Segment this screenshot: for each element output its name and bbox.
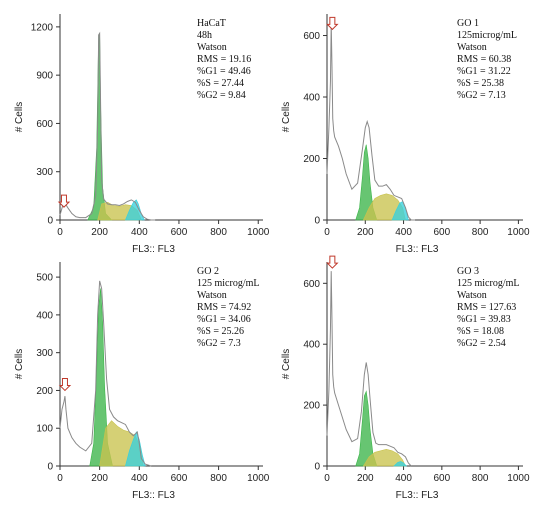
x-tick-label: 800: [472, 473, 489, 484]
x-tick-label: 800: [210, 473, 227, 484]
x-tick-label: 800: [472, 227, 489, 238]
x-tick-label: 200: [357, 227, 374, 238]
x-tick-label: 800: [210, 227, 227, 238]
annotation-line: %G2 = 9.84: [197, 90, 246, 101]
y-tick-label: 300: [36, 167, 53, 178]
annotation-line: Watson: [457, 290, 487, 301]
y-axis-label: # Cells: [14, 349, 25, 380]
annotation-line: Watson: [457, 42, 487, 53]
x-tick-label: 200: [357, 473, 374, 484]
y-axis-label: # Cells: [14, 102, 25, 133]
annotation-line: RMS = 74.92: [197, 302, 251, 313]
annotation-line: %G2 = 7.13: [457, 90, 506, 101]
peak-marker-arrow: [326, 255, 339, 269]
annotation-line: %G1 = 39.83: [457, 314, 511, 325]
x-tick-label: 600: [171, 227, 188, 238]
x-tick-label: 400: [395, 227, 412, 238]
x-tick-label: 600: [171, 473, 188, 484]
x-tick-label: 1000: [507, 473, 530, 484]
series-s-area: [362, 448, 406, 467]
x-tick-label: 0: [57, 473, 63, 484]
x-tick-label: 400: [131, 473, 148, 484]
y-tick-label: 400: [36, 310, 53, 321]
x-tick-label: 1000: [247, 473, 270, 484]
annotation-line: GO 1: [457, 18, 479, 29]
series-overlay-line: [326, 271, 412, 467]
y-tick-label: 0: [314, 462, 320, 473]
x-tick-label: 0: [324, 227, 330, 238]
x-axis-label: FL3:: FL3: [396, 490, 439, 501]
annotation-line: %G2 = 7.3: [197, 338, 241, 349]
y-tick-label: 600: [36, 119, 53, 130]
y-tick-label: 0: [314, 216, 320, 227]
x-tick-label: 200: [91, 227, 108, 238]
annotation-line: 125 microg/mL: [197, 278, 260, 289]
x-tick-label: 1000: [247, 227, 270, 238]
y-tick-label: 400: [303, 340, 320, 351]
y-tick-label: 300: [36, 348, 53, 359]
peak-marker-arrow: [57, 194, 71, 208]
annotation-line: GO 2: [197, 266, 219, 277]
annotation-line: Watson: [197, 290, 227, 301]
series-g2-area: [393, 461, 408, 467]
y-tick-label: 600: [303, 279, 320, 290]
annotation-line: %G1 = 34.06: [197, 314, 251, 325]
annotation-line: RMS = 19.16: [197, 54, 251, 65]
y-tick-label: 600: [303, 31, 320, 42]
x-tick-label: 600: [434, 473, 451, 484]
annotation-line: Watson: [197, 42, 227, 53]
y-tick-label: 900: [36, 71, 53, 82]
x-tick-label: 400: [395, 473, 412, 484]
y-tick-label: 100: [36, 424, 53, 435]
peak-marker-arrow: [58, 377, 72, 392]
annotation-line: 48h: [197, 30, 212, 41]
series-overlay-line: [59, 280, 152, 467]
peak-marker-arrow: [326, 16, 339, 31]
x-tick-label: 600: [434, 227, 451, 238]
y-tick-label: 500: [36, 273, 53, 284]
y-tick-label: 200: [36, 386, 53, 397]
series-overlay-line: [59, 31, 156, 221]
x-tick-label: 200: [91, 473, 108, 484]
annotation-line: RMS = 60.38: [457, 54, 511, 65]
y-tick-label: 0: [47, 216, 53, 227]
annotation-line: %S = 25.26: [197, 326, 244, 337]
x-tick-label: 0: [324, 473, 330, 484]
annotation-line: %S = 18.08: [457, 326, 504, 337]
x-tick-label: 0: [57, 227, 63, 238]
annotation-line: %G2 = 2.54: [457, 338, 506, 349]
series-overlay-line: [326, 23, 416, 221]
annotation-line: 125microg/mL: [457, 30, 517, 41]
x-axis-label: FL3:: FL3: [396, 244, 439, 255]
y-tick-label: 0: [47, 462, 53, 473]
annotation-line: RMS = 127.63: [457, 302, 516, 313]
y-axis-label: # Cells: [281, 349, 292, 380]
annotation-line: GO 3: [457, 266, 479, 277]
x-tick-label: 400: [131, 227, 148, 238]
x-axis-label: FL3:: FL3: [132, 490, 175, 501]
x-tick-label: 1000: [507, 227, 530, 238]
y-tick-label: 200: [303, 154, 320, 165]
y-tick-label: 400: [303, 93, 320, 104]
annotation-line: %S = 25.38: [457, 78, 504, 89]
annotation-line: %S = 27.44: [197, 78, 244, 89]
y-tick-label: 200: [303, 401, 320, 412]
annotation-line: %G1 = 31.22: [457, 66, 511, 77]
series-g2-area: [124, 199, 145, 221]
y-tick-label: 1200: [31, 22, 54, 33]
y-axis-label: # Cells: [281, 102, 292, 133]
x-axis-label: FL3:: FL3: [132, 244, 175, 255]
annotation-line: 125 microg/mL: [457, 278, 520, 289]
annotation-line: HaCaT: [197, 18, 226, 29]
annotation-line: %G1 = 49.46: [197, 66, 251, 77]
